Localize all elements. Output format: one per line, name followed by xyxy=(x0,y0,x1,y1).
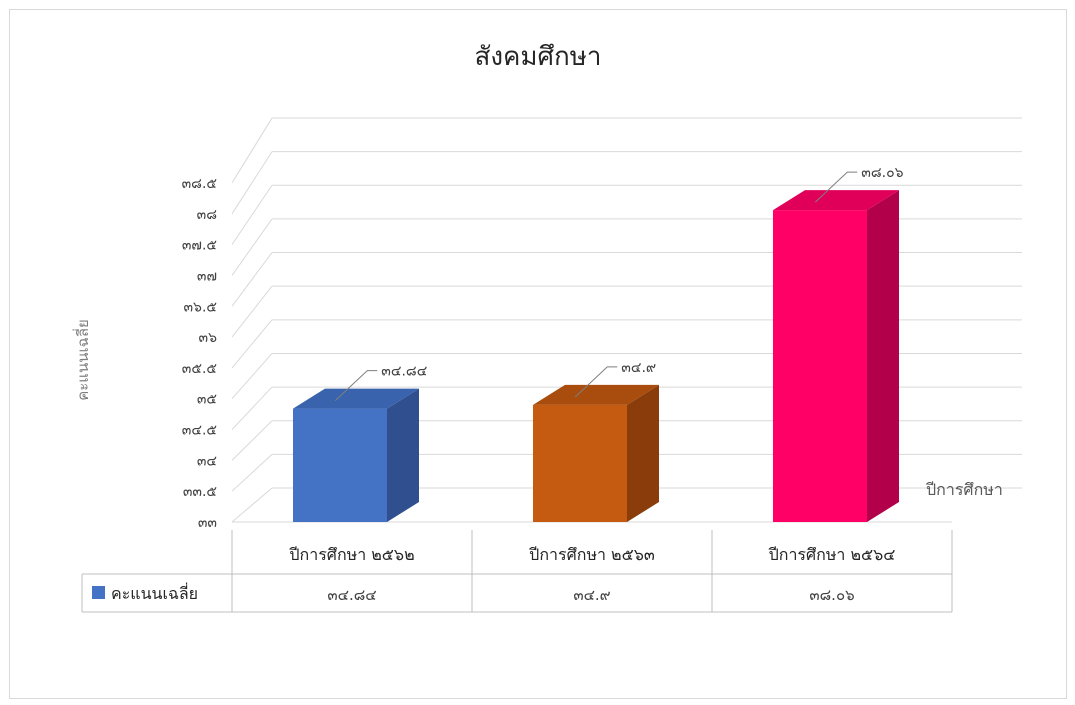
y-tick-label: ๓๘.๕ xyxy=(182,176,217,192)
gridline-diagonal xyxy=(231,285,273,338)
bar-front xyxy=(293,408,387,522)
gridline-diagonal xyxy=(231,319,273,369)
gridline-diagonal xyxy=(231,420,273,461)
bar-top xyxy=(773,190,899,211)
gridline-diagonal xyxy=(231,353,273,400)
category-label: ปีการศึกษา ๒๕๖๒ xyxy=(289,545,415,564)
gridline-diagonal xyxy=(231,487,273,523)
category-label: ปีการศึกษา ๒๕๖๓ xyxy=(529,545,655,564)
bar-top xyxy=(293,388,419,409)
gridline-diagonal xyxy=(231,117,273,184)
gridline-diagonal xyxy=(231,151,273,215)
bar-front xyxy=(773,210,867,522)
gridline-diagonal xyxy=(231,252,273,307)
table-value: ๓๔.๙ xyxy=(573,586,610,604)
data-label: ๓๘.๐๖ xyxy=(861,165,903,181)
table-value: ๓๘.๐๖ xyxy=(809,586,854,604)
leader-line xyxy=(814,171,858,203)
bar-top xyxy=(533,384,659,405)
chart-frame: ๓๓ ๓๓.๕ ๓๔ ๓๔.๕ ๓๕ ๓๕.๕ ๓๖ ๓๖.๕ ๓๗ ๓๗.๕ ๓๘ ๓๘.๕ ๓๔.… xyxy=(9,9,1067,699)
y-tick-label: ๓๔ xyxy=(197,453,217,469)
y-axis-label: คะแนนเฉลี่ย xyxy=(72,319,92,401)
bar-1: ๓๔.๘๔ xyxy=(293,364,427,522)
y-tick-label: ๓๓.๕ xyxy=(183,484,217,500)
gridline-diagonal xyxy=(231,218,273,276)
bar-side xyxy=(387,388,419,522)
y-tick-label: ๓๔.๕ xyxy=(182,423,217,439)
y-tick-label: ๓๕ xyxy=(197,392,217,408)
data-label: ๓๔.๙ xyxy=(621,360,656,376)
legend-series-name: คะแนนเฉลี่ย xyxy=(111,582,198,603)
bar-2: ๓๔.๙ xyxy=(533,360,659,522)
bar-side xyxy=(627,384,659,522)
leader-line xyxy=(574,366,618,398)
bar-front xyxy=(533,404,627,522)
chart-title: สังคมศึกษา xyxy=(474,42,601,72)
gridline-diagonal xyxy=(231,184,273,245)
y-tick-label: ๓๗ xyxy=(197,268,217,284)
y-tick-label: ๓๗.๕ xyxy=(182,238,217,254)
bar-side xyxy=(867,190,899,522)
legend-swatch xyxy=(92,586,105,599)
table-value: ๓๔.๘๔ xyxy=(327,586,376,604)
bar-3: ๓๘.๐๖ xyxy=(773,165,904,522)
bars: ๓๔.๘๔ ๓๔.๙ ๓๘.๐๖ xyxy=(293,165,904,522)
gridline-diagonal xyxy=(231,386,273,430)
data-label: ๓๔.๘๔ xyxy=(381,364,427,380)
y-tick-label: ๓๕.๕ xyxy=(182,361,217,377)
y-tick-label: ๓๖ xyxy=(199,330,218,346)
y-axis-ticks: ๓๓ ๓๓.๕ ๓๔ ๓๔.๕ ๓๕ ๓๕.๕ ๓๖ ๓๖.๕ ๓๗ ๓๗.๕ ๓๘ ๓๘.๕ xyxy=(182,176,218,531)
gridline-diagonal xyxy=(231,453,273,492)
y-tick-label: ๓๘ xyxy=(197,207,217,223)
leader-line xyxy=(334,370,378,401)
category-label: ปีการศึกษา ๒๕๖๔ xyxy=(768,545,895,564)
y-tick-label: ๓๖.๕ xyxy=(183,299,217,315)
depth-axis-label: ปีการศึกษา xyxy=(926,480,1003,499)
bar-chart: ๓๓ ๓๓.๕ ๓๔ ๓๔.๕ ๓๕ ๓๕.๕ ๓๖ ๓๖.๕ ๓๗ ๓๗.๕ ๓๘ ๓๘.๕ ๓๔.… xyxy=(72,42,1022,613)
y-tick-label: ๓๓ xyxy=(198,515,217,531)
